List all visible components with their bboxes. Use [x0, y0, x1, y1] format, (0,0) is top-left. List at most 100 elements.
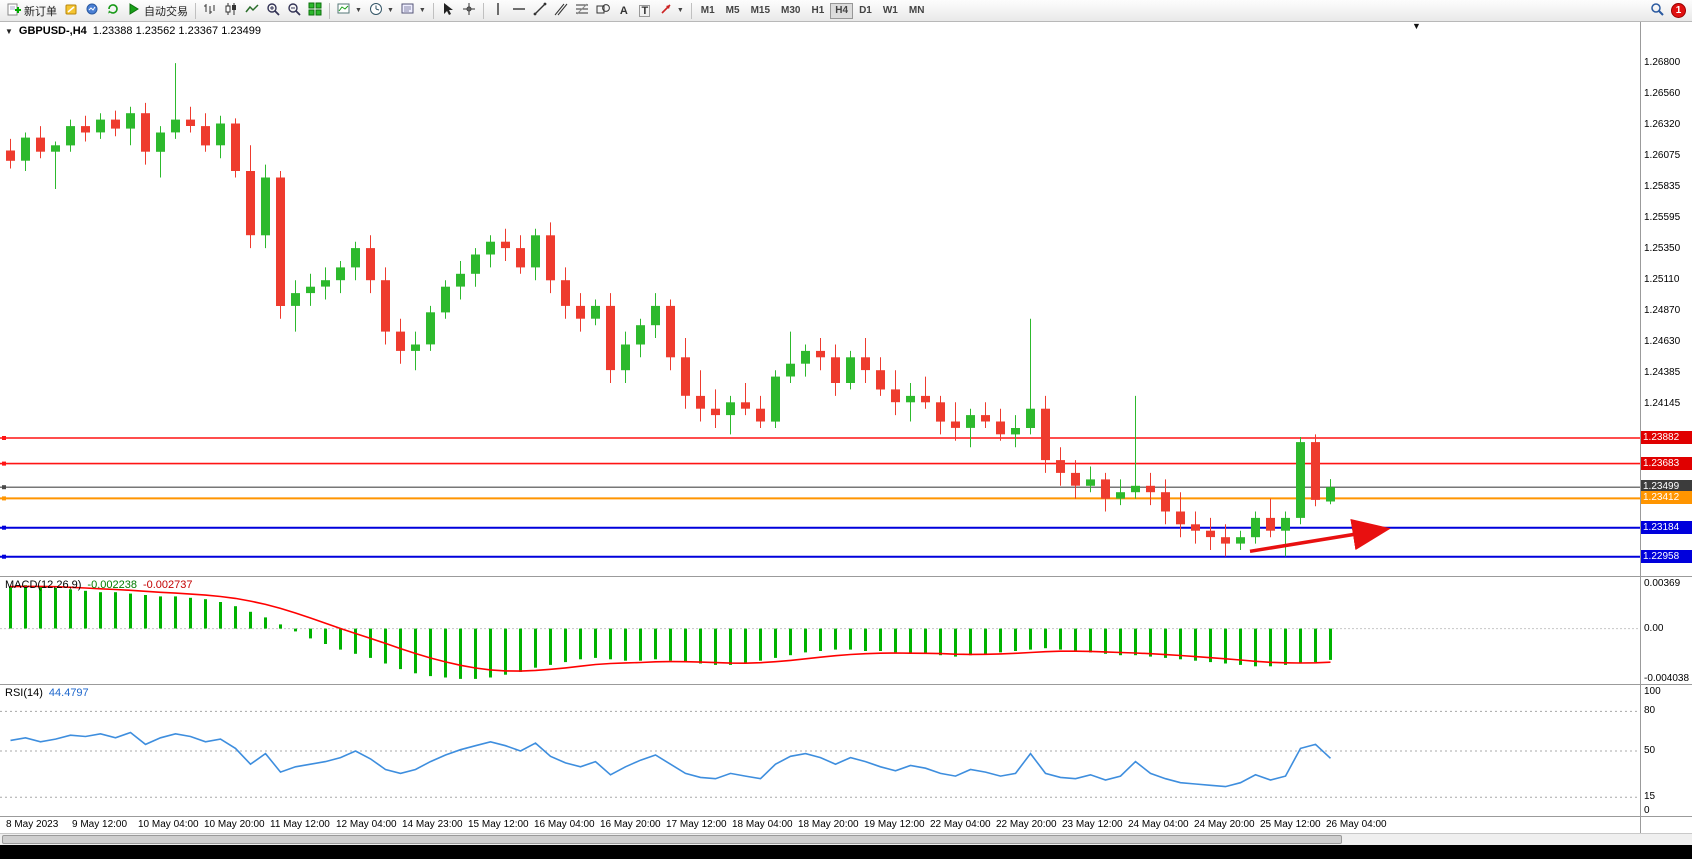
main-chart-pane[interactable]: ▼ GBPUSD-,H4 1.23388 1.23562 1.23367 1.2…	[0, 22, 1640, 576]
notification-badge[interactable]: 1	[1671, 3, 1686, 18]
time-label: 25 May 12:00	[1260, 819, 1321, 830]
candle-body	[801, 350, 810, 364]
candle-body	[831, 357, 840, 383]
period-button[interactable]: ▼	[366, 2, 397, 20]
macd-histogram-bar	[1299, 628, 1302, 664]
candle-body	[351, 248, 360, 268]
new-order-icon	[7, 2, 21, 19]
time-label: 8 May 2023	[6, 819, 59, 830]
horizontal-line-icon	[512, 2, 526, 19]
timeframe-m1-button[interactable]: M1	[696, 3, 720, 19]
candle-body	[1101, 479, 1110, 499]
macd-histogram-bar	[1014, 628, 1017, 651]
candle-body	[576, 305, 585, 319]
text-label-button[interactable]: T	[635, 2, 655, 20]
toolbar-separator	[329, 2, 330, 19]
timeframe-m30-button[interactable]: M30	[776, 3, 805, 19]
shapes-button[interactable]	[593, 2, 613, 20]
macd-histogram-bar	[249, 611, 252, 629]
arrows-tool-button[interactable]: ▼	[656, 2, 687, 20]
symbol-dropdown-icon[interactable]: ▼	[5, 26, 13, 36]
timeframe-d1-button[interactable]: D1	[854, 3, 877, 19]
macd-histogram-bar	[459, 628, 462, 679]
horizontal-scrollbar[interactable]	[0, 833, 1692, 845]
candle-body	[81, 126, 90, 133]
time-label: 18 May 20:00	[798, 819, 859, 830]
vertical-line-button[interactable]	[488, 2, 508, 20]
text-button[interactable]: A	[614, 2, 634, 20]
zoom-out-button[interactable]	[284, 2, 304, 20]
time-label: 17 May 12:00	[666, 819, 727, 830]
arrow-annotation[interactable]	[1249, 519, 1391, 554]
macd-histogram-bar	[909, 628, 912, 654]
tile-windows-button[interactable]	[305, 2, 325, 20]
cursor-button[interactable]	[438, 2, 458, 20]
candle-body	[36, 137, 45, 152]
candle-body	[1026, 408, 1035, 428]
macd-histogram-bar	[939, 628, 942, 656]
market-button[interactable]	[82, 2, 102, 20]
channel-button[interactable]	[551, 2, 571, 20]
horizontal-line-button[interactable]	[509, 2, 529, 20]
price-tick-label: 1.26800	[1644, 57, 1681, 68]
macd-histogram-bar	[609, 628, 612, 660]
macd-histogram-bar	[294, 628, 297, 632]
scrollbar-thumb[interactable]	[2, 835, 1342, 844]
new-order-button[interactable]: 新订单	[4, 2, 60, 20]
candlestick-chart-button[interactable]	[221, 2, 241, 20]
time-axis[interactable]: 8 May 2023 9 May 12:00 10 May 04:00 10 May …	[0, 817, 1640, 833]
macd-pane[interactable]: MACD(12,26,9) -0.002238 -0.002737	[0, 577, 1640, 684]
search-button[interactable]	[1647, 2, 1667, 20]
timeframe-w1-button[interactable]: W1	[878, 3, 903, 19]
time-label: 16 May 20:00	[600, 819, 661, 830]
candlestick-plot	[0, 63, 1640, 559]
zoom-in-button[interactable]	[263, 2, 283, 20]
macd-histogram-bar	[339, 628, 342, 650]
timeframe-m15-button[interactable]: M15	[746, 3, 775, 19]
line-handle[interactable]	[2, 525, 6, 530]
macd-histogram-bar	[969, 628, 972, 656]
vertical-line-icon	[491, 2, 505, 19]
candle-body	[1281, 517, 1290, 531]
rsi-plot	[0, 710, 1640, 798]
timeframe-m5-button[interactable]: M5	[721, 3, 745, 19]
timeframe-mn-button[interactable]: MN	[904, 3, 930, 19]
candle-body	[126, 113, 135, 129]
clock-icon	[369, 2, 383, 19]
macd-histogram-bar	[549, 628, 552, 665]
candle-body	[171, 119, 180, 133]
price-tick-label: 1.25595	[1644, 212, 1681, 223]
line-handle[interactable]	[2, 485, 6, 490]
candle-body	[456, 273, 465, 287]
fibonacci-button[interactable]	[572, 2, 592, 20]
candle-body	[621, 344, 630, 371]
time-label: 19 May 12:00	[864, 819, 925, 830]
metaeditor-button[interactable]	[61, 2, 81, 20]
macd-histogram-bar	[639, 628, 642, 661]
timeframe-h1-button[interactable]: H1	[806, 3, 829, 19]
new-chart-button[interactable]: ▼	[334, 2, 365, 20]
line-handle[interactable]	[2, 496, 6, 501]
template-button[interactable]: ▼	[398, 2, 429, 20]
macd-histogram-bar	[279, 624, 282, 629]
rsi-pane[interactable]: RSI(14) 44.4797	[0, 685, 1640, 816]
line-handle[interactable]	[2, 461, 6, 466]
channel-icon	[554, 2, 568, 19]
macd-histogram-bar	[1284, 628, 1287, 665]
line-chart-button[interactable]	[242, 2, 262, 20]
line-handle[interactable]	[2, 554, 6, 559]
rsi-tick-label: 0	[1644, 805, 1650, 816]
macd-histogram-bar	[744, 628, 747, 664]
timeframe-h4-button[interactable]: H4	[830, 2, 854, 19]
trendline-button[interactable]	[530, 2, 550, 20]
macd-histogram-bar	[9, 586, 12, 629]
macd-histogram-bar	[144, 595, 147, 629]
autotrade-button[interactable]: 自动交易	[124, 2, 191, 20]
candle-body	[966, 415, 975, 428]
line-handle[interactable]	[2, 436, 6, 440]
candle-body	[1146, 485, 1155, 493]
refresh-button[interactable]	[103, 2, 123, 20]
crosshair-button[interactable]	[459, 2, 479, 20]
bar-chart-button[interactable]	[200, 2, 220, 20]
chart-shift-marker-icon[interactable]: ▼	[1412, 22, 1421, 31]
